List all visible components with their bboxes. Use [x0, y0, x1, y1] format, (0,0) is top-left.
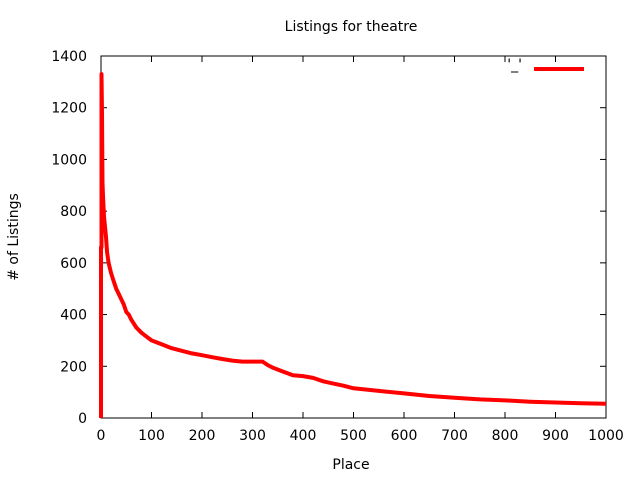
y-tick-label: 400	[60, 308, 87, 324]
x-tick-label: 600	[391, 428, 418, 444]
series-line	[99, 72, 607, 418]
x-tick-label: 1000	[588, 428, 624, 444]
y-tick-label: 1000	[51, 152, 87, 168]
x-tick-label: 100	[138, 428, 165, 444]
series-layer	[99, 72, 607, 418]
x-tick-label: 700	[441, 428, 468, 444]
chart-title: Listings for theatre	[285, 19, 418, 35]
ticks-layer: 0 100 200 300 400 500 600 700 800 900 1000 0 200 400 6…	[51, 49, 623, 444]
x-tick-label: 800	[492, 428, 519, 444]
y-axis-label: # of Listings	[6, 193, 22, 281]
legend: '_'	[507, 57, 584, 73]
y-tick-label: 1200	[51, 101, 87, 117]
y-tick-label: 200	[60, 359, 87, 375]
y-tick-label: 600	[60, 256, 87, 272]
x-axis-label: Place	[332, 457, 369, 473]
x-tick-label: 300	[239, 428, 266, 444]
legend-label: '_'	[507, 57, 522, 73]
x-tick-label: 400	[290, 428, 317, 444]
x-tick-label: 500	[340, 428, 367, 444]
x-tick-label: 0	[97, 428, 106, 444]
plot-frame	[100, 55, 607, 419]
x-tick-label: 200	[189, 428, 216, 444]
x-tick-label: 900	[542, 428, 569, 444]
y-tick-label: 800	[60, 204, 87, 220]
y-tick-label: 0	[78, 411, 87, 427]
y-tick-label: 1400	[51, 49, 87, 65]
